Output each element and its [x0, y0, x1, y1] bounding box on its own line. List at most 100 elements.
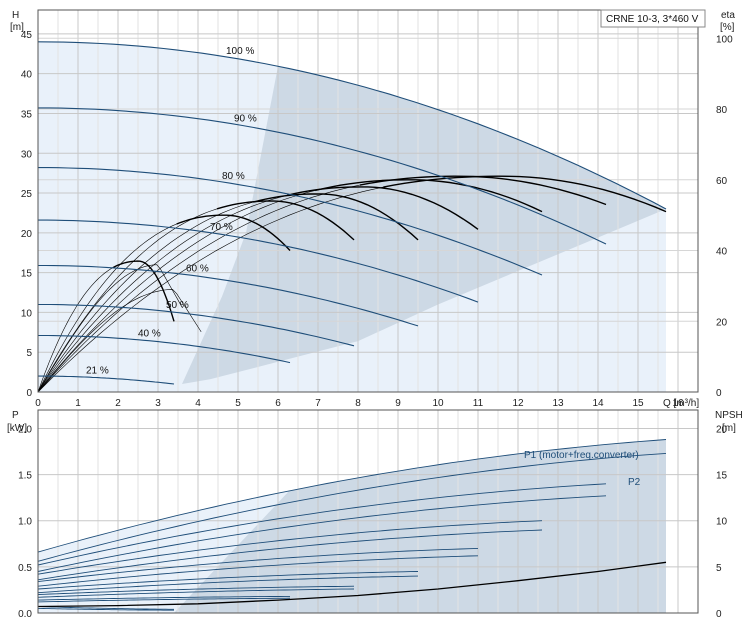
axis-labels: H [m] eta [%] Q [m³/h] P [kW] NPSH [m]: [7, 10, 743, 434]
eff-tick-label: 0: [716, 388, 722, 399]
head-tick-label: 15: [21, 269, 33, 280]
power-tick-label: 0.0: [18, 609, 32, 620]
npsh-tick-label: 20: [716, 424, 728, 435]
speed-label: 50 %: [166, 300, 189, 311]
x-tick-label: 14: [592, 398, 604, 409]
flow-axis-label: Q [m³/h]: [663, 398, 699, 409]
p2-curve: [37, 597, 291, 603]
head-curve: [38, 264, 419, 327]
head-tick-label: 35: [21, 109, 33, 120]
npsh-tick-label: 0: [716, 609, 722, 620]
head-tick-label: 10: [21, 308, 33, 319]
p1-curve: [37, 439, 667, 553]
power-npsh-panel: 0.0 0.5 1.0 1.5 2.0 0 5 10 15 20: [18, 409, 728, 620]
npsh-axis-label: NPSH: [715, 410, 743, 421]
head-tick-label: 5: [26, 348, 32, 359]
p1-curve: [37, 585, 355, 595]
p2-series-label: P2: [628, 477, 641, 488]
head-curve: [38, 219, 479, 303]
speed-label: 100 %: [226, 46, 254, 57]
npsh-curve: [37, 561, 667, 608]
p1-series-label: P1 (motor+freq.converter): [524, 450, 639, 461]
x-tick-label: 0: [35, 398, 41, 409]
npsh-axis-unit: [m]: [722, 423, 736, 434]
power-tick-label: 2.0: [18, 424, 32, 435]
p2-curve: [37, 529, 543, 581]
p1-curve: [37, 606, 174, 610]
p2-curve: [37, 452, 667, 562]
x-tick-label: 2: [115, 398, 121, 409]
x-tick-label: 8: [355, 398, 361, 409]
power-axis-unit: [kW]: [7, 423, 27, 434]
power-axis-label: P: [12, 410, 19, 421]
power-tick-label: 0.5: [18, 563, 32, 574]
head-tick-label: 30: [21, 149, 33, 160]
x-tick-label: 16: [672, 398, 684, 409]
speed-label: 90 %: [234, 113, 257, 124]
eff-tick-label: 100: [716, 34, 733, 45]
x-tick-label: 15: [632, 398, 644, 409]
speed-label: 80 %: [222, 171, 245, 182]
npsh-tick-label: 10: [716, 517, 728, 528]
power-tick-label: 1.0: [18, 517, 32, 528]
head-curve: [38, 167, 543, 276]
head-tick-label: 25: [21, 189, 33, 200]
speed-label: 70 %: [210, 222, 233, 233]
x-tick-label: 9: [395, 398, 401, 409]
x-tick-label: 12: [512, 398, 524, 409]
x-tick-label: 4: [195, 398, 201, 409]
head-axis-unit: [m]: [10, 22, 24, 33]
efficiency-axis-unit: [%]: [720, 22, 735, 33]
head-efficiency-panel: 100 %90 %80 %70 %60 %50 %40 %21 %0 1 2 3 4 5 6…: [21, 9, 733, 409]
x-tick-label: 5: [235, 398, 241, 409]
power-tick-label: 1.5: [18, 471, 32, 482]
head-curve: [38, 334, 291, 364]
p1-curve: [37, 571, 419, 590]
p1-curve: [37, 547, 479, 583]
x-tick-label: 1: [75, 398, 81, 409]
p1-curve: [37, 520, 543, 575]
efficiency-curve-low: [37, 289, 202, 393]
p1-curve: [37, 483, 607, 566]
head-tick-label: 40: [21, 70, 33, 81]
legend-frame: [600, 9, 706, 28]
x-tick-label: 6: [275, 398, 281, 409]
x-tick-label: 3: [155, 398, 161, 409]
speed-label: 21 %: [86, 365, 109, 376]
eff-tick-label: 60: [716, 176, 728, 187]
head-curve: [38, 303, 355, 347]
legend: CRNE 10-3, 3*460 V: [600, 9, 706, 28]
head-plot-frame: [37, 9, 699, 393]
legend-title: CRNE 10-3, 3*460 V: [606, 14, 699, 25]
power-series-labels: P1 (motor+freq.converter) P2: [524, 450, 641, 488]
eff-tick-label: 80: [716, 105, 728, 116]
efficiency-curve-tail: [112, 260, 175, 322]
x-tick-label: 11: [473, 398, 484, 409]
efficiency-curve-low: [37, 264, 183, 393]
efficiency-curve-tail: [253, 193, 419, 241]
p2-curve: [38, 607, 174, 611]
efficiency-curve-tail: [359, 175, 607, 206]
head-tick-label: 20: [21, 229, 33, 240]
power-plot-frame: [37, 409, 699, 614]
head-curve: [38, 375, 175, 385]
p2-curve: [37, 588, 355, 598]
speed-label: 40 %: [138, 328, 161, 339]
power-dark-region: [174, 439, 666, 613]
efficiency-curve-tail: [216, 200, 355, 241]
p2-curve: [37, 495, 607, 572]
head-curve: [37, 41, 667, 210]
head-axis-label: H: [12, 10, 19, 21]
head-tick-label: 0: [26, 388, 32, 399]
x-tick-label: 13: [552, 398, 564, 409]
speed-label: 60 %: [186, 264, 209, 275]
dark-operating-region: [182, 66, 666, 384]
x-tick-label: 7: [315, 398, 321, 409]
efficiency-curve-tail: [287, 186, 479, 230]
p1-curve: [37, 595, 290, 601]
head-curve: [38, 107, 607, 245]
efficiency-curve-tail: [315, 179, 543, 213]
x-tick-label: 10: [432, 398, 444, 409]
eff-tick-label: 40: [716, 247, 728, 258]
